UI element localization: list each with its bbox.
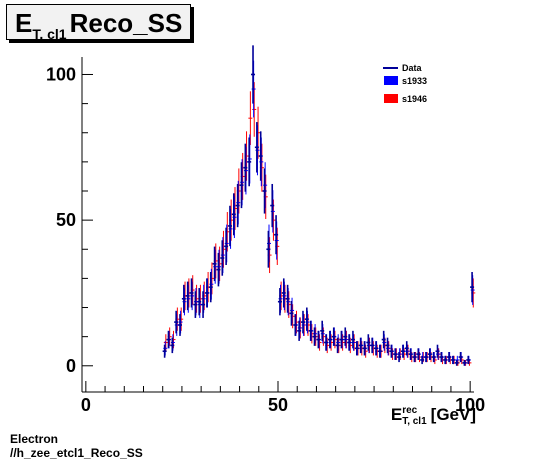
y-tick-label: 100 — [46, 64, 76, 84]
x-axis-title: Erec T, cl1 [GeV] — [391, 405, 476, 427]
x-tick-label: 50 — [268, 395, 288, 415]
x-axis-unit: [GeV] — [430, 405, 476, 425]
legend-s1946-swatch — [384, 94, 398, 103]
footer: Electron //h_zee_etcl1_Reco_SS — [10, 432, 143, 460]
legend-s1946-label: s1946 — [402, 94, 427, 104]
y-tick-label: 0 — [66, 356, 76, 376]
axes: 0 50 100 0 50 100 — [46, 57, 485, 415]
legend-s1933-label: s1933 — [402, 76, 427, 86]
legend-data-label: Data — [402, 63, 423, 73]
x-axis-superscript: rec — [402, 405, 418, 416]
legend-s1933-swatch — [384, 76, 398, 85]
series-s1933 — [163, 60, 475, 366]
x-axis-subscript: T, cl1 — [402, 416, 427, 427]
y-tick-label: 50 — [56, 210, 76, 230]
title-subscript: T, cl1 — [32, 26, 67, 42]
x-axis-symbol: E — [390, 405, 403, 425]
data-marks — [162, 45, 476, 366]
x-axis-sup-sub: rec T, cl1 — [402, 405, 426, 427]
title-box: ET, cl1 Reco_SS — [6, 4, 191, 42]
title-rest: Reco_SS — [69, 8, 183, 38]
x-tick-label: 100 — [455, 395, 485, 415]
series-s1946 — [163, 82, 476, 366]
chart-title: ET, cl1 Reco_SS — [15, 8, 183, 42]
x-tick-label: 0 — [81, 395, 91, 415]
series-data — [162, 45, 475, 366]
legend: Data s1933 s1946 — [383, 63, 427, 104]
footer-line-1: Electron — [10, 432, 59, 446]
title-main: E — [15, 8, 33, 38]
footer-line-2: //h_zee_etcl1_Reco_SS — [10, 446, 143, 460]
